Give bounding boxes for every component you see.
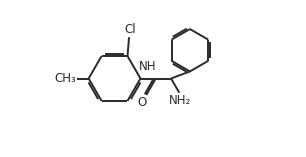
Text: Cl: Cl (124, 23, 136, 36)
Text: CH₃: CH₃ (54, 72, 76, 85)
Text: NH: NH (139, 60, 157, 73)
Text: NH₂: NH₂ (169, 94, 191, 107)
Text: O: O (138, 96, 147, 109)
